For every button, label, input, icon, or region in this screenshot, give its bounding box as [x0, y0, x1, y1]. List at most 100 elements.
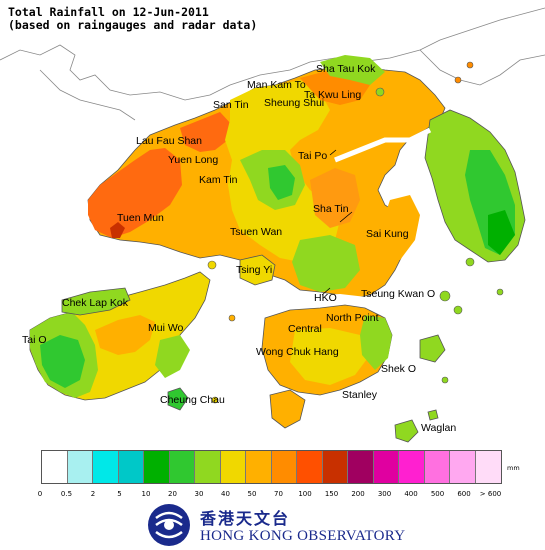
legend-swatch	[424, 451, 450, 483]
islet-9	[466, 61, 474, 69]
legend-swatch	[246, 451, 272, 483]
place-label-cheung-chau: Cheung Chau	[160, 394, 225, 406]
legend-swatch	[399, 451, 425, 483]
legend-threshold-label: 150	[324, 490, 339, 498]
place-label-tseung-kwan-o: Tseung Kwan O	[361, 288, 436, 300]
legend-swatch	[93, 451, 119, 483]
legend-swatch	[195, 451, 221, 483]
sha-tin-orange-zone	[310, 168, 360, 228]
kowloon-green-zone	[292, 235, 360, 292]
rainfall-map	[0, 7, 545, 443]
hko-emblem-icon	[148, 504, 190, 546]
deep-bay-outline	[39, 69, 136, 121]
legend-threshold-label: 40	[221, 490, 230, 498]
legend-swatch	[475, 451, 501, 483]
sai-kung-deep-green	[488, 210, 515, 255]
legend-threshold-label: 10	[141, 490, 151, 498]
islet-3	[441, 376, 449, 384]
place-label-tsing-yi: Tsing Yi	[236, 264, 273, 276]
islet-7	[228, 314, 236, 322]
place-label-yuen-long: Yuen Long	[168, 154, 219, 166]
cheung-chau-island	[167, 387, 189, 411]
legend-threshold-label: 30	[194, 490, 204, 498]
hko-name-chinese: 香港天文台	[200, 509, 291, 528]
islet-6	[207, 260, 217, 270]
place-label-sha-tin: Sha Tin	[313, 203, 349, 215]
legend-swatch	[322, 451, 348, 483]
tuen-mun-heavy-zone	[88, 148, 182, 238]
yuen-long-heavy-zone	[180, 112, 232, 152]
islet-5	[496, 288, 504, 296]
place-label-hko: HKO	[314, 292, 337, 304]
legend-swatch	[348, 451, 374, 483]
islet-10	[454, 76, 462, 84]
sha-tau-kok-green	[320, 55, 385, 85]
lantau-central-orange	[95, 315, 155, 355]
map-title-line2: (based on raingauges and radar data)	[8, 18, 258, 32]
place-label-tai-po: Tai Po	[298, 150, 328, 162]
legend-threshold-labels: 0 0.5 2 5 10 20 30 40 50 70 100 150 200 300 400 500 600 >…	[34, 490, 524, 500]
victoria-harbour	[264, 293, 376, 304]
mui-wo-green	[155, 335, 190, 378]
legend-threshold-label: 70	[274, 490, 283, 498]
place-label-central: Central	[288, 323, 322, 335]
waglan-island	[427, 409, 439, 421]
place-label-sha-tau-kok: Sha Tau Kok	[316, 63, 376, 75]
place-label-man-kam-to: Man Kam To	[247, 79, 306, 91]
legend-threshold-label: > 600	[479, 490, 502, 498]
legend-unit: mm	[507, 464, 520, 472]
tuen-mun-core	[110, 222, 125, 238]
place-label-mui-wo: Mui Wo	[148, 322, 184, 334]
map-title-line1: Total Rainfall on 12-Jun-2011	[8, 5, 209, 19]
place-label-tuen-mun: Tuen Mun	[117, 212, 164, 224]
islet-4	[465, 257, 475, 267]
tolo-harbour	[334, 127, 432, 163]
tung-lung-island	[419, 334, 446, 363]
place-label-ta-kwu-ling: Ta Kwu Ling	[304, 89, 362, 101]
place-label-tsuen-wan: Tsuen Wan	[230, 226, 283, 238]
place-label-tai-o: Tai O	[22, 334, 47, 346]
legend-threshold-label: 20	[168, 490, 177, 498]
place-label-north-point: North Point	[326, 312, 379, 324]
legend-swatch	[373, 451, 399, 483]
tai-lam-green-core	[268, 165, 295, 200]
legend-threshold-label: 50	[247, 490, 257, 498]
mainland-coastline-2	[419, 49, 545, 86]
map-title: Total Rainfall on 12-Jun-2011 (based on …	[8, 6, 257, 32]
islet-8	[211, 396, 219, 404]
place-label-chek-lap-kok: Chek Lap Kok	[62, 297, 128, 309]
islet-2	[453, 305, 463, 315]
rainfall-legend: mm	[41, 450, 520, 486]
po-toi-island	[394, 419, 419, 443]
legend-threshold-label: 5	[117, 490, 122, 498]
place-label-waglan: Waglan	[421, 422, 457, 434]
place-label-sai-kung: Sai Kung	[366, 228, 409, 240]
station-markers	[321, 149, 353, 296]
chek-lap-kok-island	[61, 287, 131, 316]
legend-threshold-label: 400	[404, 490, 418, 498]
legend-threshold-label: 0	[37, 490, 43, 498]
place-label-san-tin: San Tin	[213, 99, 249, 111]
legend-swatch	[297, 451, 323, 483]
place-label-kam-tin: Kam Tin	[199, 174, 238, 186]
hk-island-east-green	[360, 315, 392, 370]
legend-threshold-label: 500	[430, 490, 445, 498]
legend-swatch	[169, 451, 195, 483]
lantau-west-deep-green	[40, 335, 85, 388]
place-label-stanley: Stanley	[342, 389, 378, 401]
sai-kung-orange	[380, 195, 420, 260]
islet-1	[439, 290, 451, 302]
legend-swatch	[271, 451, 297, 483]
legend-swatch	[450, 451, 476, 483]
hko-logo: 香港天文台 HONG KONG OBSERVATORY	[146, 502, 406, 548]
legend-threshold-label: 100	[298, 490, 312, 498]
legend-swatch	[42, 451, 68, 483]
legend-threshold-label: 0.5	[60, 490, 73, 498]
hko-name-english: HONG KONG OBSERVATORY	[200, 528, 406, 544]
legend-swatch	[220, 451, 246, 483]
legend-threshold-label: 600	[457, 490, 471, 498]
legend-threshold-label: 2	[90, 490, 96, 498]
legend-threshold-label: 200	[351, 490, 365, 498]
legend-swatch	[118, 451, 144, 483]
legend-swatch	[144, 451, 170, 483]
